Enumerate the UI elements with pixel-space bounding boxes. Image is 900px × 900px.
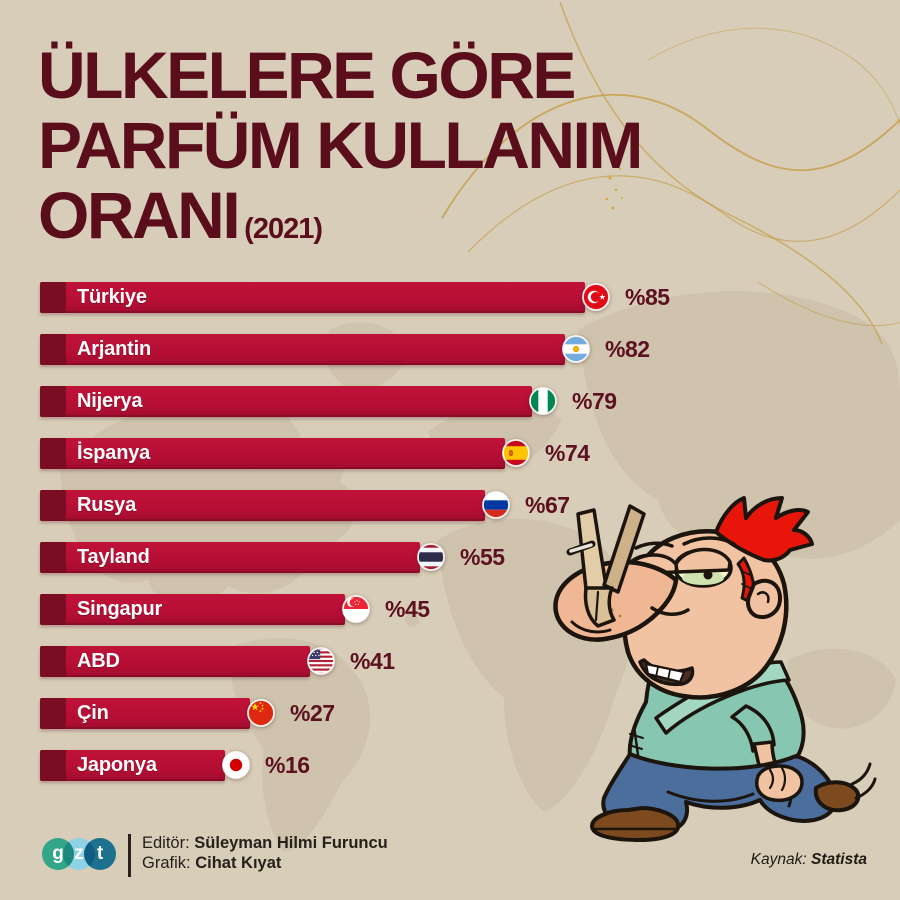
country-label: Japonya [77,754,157,776]
value-label: %74 [545,439,590,466]
singapore-flag [342,595,370,623]
bar-row: İspanya %74 [40,438,900,469]
bar: Çin [40,698,250,729]
value-label: %16 [265,751,310,778]
bar: Japonya [40,750,225,781]
bar: Tayland [40,542,420,573]
value-label: %27 [290,699,335,726]
japan-flag [222,751,250,779]
bar-row: Nijerya %79 [40,386,900,417]
nigeria-flag [529,387,557,415]
country-label: Rusya [77,494,137,516]
bar-cap [40,646,66,677]
country-label: Nijerya [77,390,143,412]
value-label: %55 [460,543,505,570]
logo-circle-darkteal [84,838,116,870]
logo-letter-z: z [74,843,84,864]
footer-divider [128,834,131,877]
country-label: Arjantin [77,338,151,360]
bar: Singapur [40,594,345,625]
bar-row: Çin %27 [40,698,900,729]
value-label: %41 [350,647,395,674]
bar-row: Japonya %16 [40,750,900,781]
source-credit: Kaynak: Statista [750,851,867,868]
bar-row: Singapur %45 [40,594,900,625]
bar: İspanya [40,438,505,469]
value-label: %67 [525,491,570,518]
bar-row: Tayland %55 [40,542,900,573]
value-label: %79 [572,387,617,414]
bar-row: Arjantin %82 [40,334,900,365]
country-label: İspanya [77,442,151,464]
country-label: Tayland [77,546,150,568]
bar: Arjantin [40,334,565,365]
china-flag [247,699,275,727]
bar-cap [40,282,66,313]
logo-letter-t: t [96,843,104,864]
thailand-flag [417,543,445,571]
country-label: ABD [77,650,120,672]
bar-cap [40,438,66,469]
bar-row: ABD %41 [40,646,900,677]
bar-cap [40,542,66,573]
usa-flag [307,647,335,675]
cartoon-man-with-clothespin-icon [553,496,877,842]
title-line-3: ORANI [38,178,241,252]
bar-cap [40,490,66,521]
country-label: Çin [77,702,109,724]
graphic-credit: Grafik: Cihat Kıyat [142,854,282,872]
editor-credit: Editör: Süleyman Hilmi Furuncu [142,834,388,852]
bar-cap [40,594,66,625]
bar: Türkiye [40,282,585,313]
logo-letter-g: g [52,843,64,864]
bar: Nijerya [40,386,532,417]
credits: Editör: Süleyman Hilmi Furuncu Grafik: C… [142,833,388,873]
country-label: Singapur [77,598,163,620]
bar: ABD [40,646,310,677]
bar-cap [40,386,66,417]
bar-row: Rusya %67 [40,490,900,521]
country-label: Türkiye [77,286,147,308]
spain-flag [502,439,530,467]
russia-flag [482,491,510,519]
bar: Rusya [40,490,485,521]
bar-cap [40,750,66,781]
title-year: (2021) [244,213,323,245]
value-label: %45 [385,595,430,622]
bar-cap [40,698,66,729]
bar-cap [40,334,66,365]
